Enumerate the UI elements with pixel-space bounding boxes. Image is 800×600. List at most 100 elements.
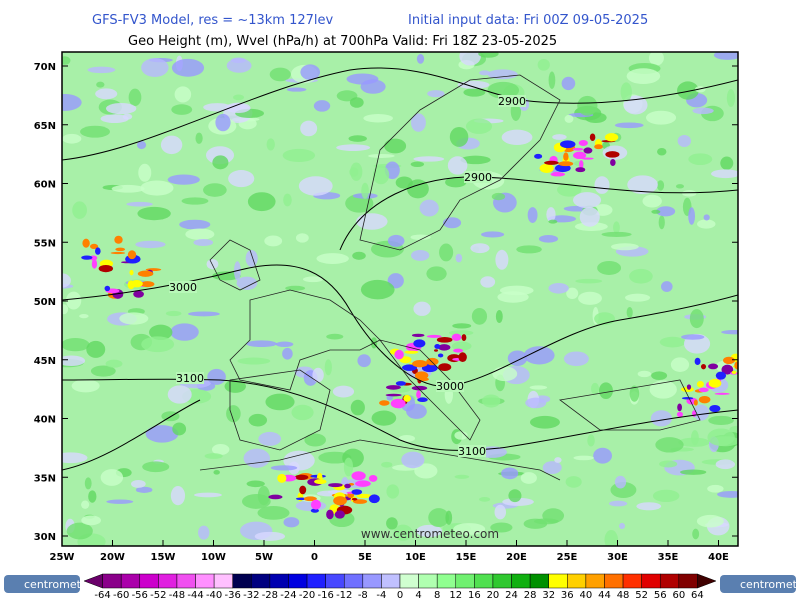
blob [578, 291, 602, 305]
blob [165, 310, 182, 317]
blob [442, 217, 462, 229]
blob [542, 461, 562, 475]
contours [62, 67, 738, 471]
blob [160, 135, 183, 155]
blob [625, 293, 651, 302]
blob [656, 206, 676, 217]
colorbar-box [306, 573, 326, 589]
blob [185, 228, 215, 240]
lon-label: 5E [358, 552, 372, 563]
blob [544, 160, 559, 165]
colorbar-label: -24 [280, 590, 296, 600]
blob [652, 489, 680, 503]
blob [212, 155, 229, 170]
blob [203, 183, 227, 197]
logo-box [4, 575, 80, 593]
blob [62, 304, 69, 315]
blob [82, 238, 90, 248]
blob [360, 79, 386, 94]
colorbar-label: -36 [225, 590, 241, 600]
colorbar-box [659, 573, 680, 589]
blob [282, 347, 293, 360]
blob [332, 385, 355, 398]
contour [62, 67, 738, 161]
blob [693, 399, 698, 406]
blob [226, 58, 252, 73]
blob [677, 81, 699, 100]
blob [295, 500, 327, 512]
blob [385, 393, 402, 397]
blob [141, 336, 175, 353]
blob [453, 523, 486, 535]
colorbar-label: -20 [299, 590, 315, 600]
contour-label: 3000 [169, 281, 197, 294]
blob [490, 522, 513, 533]
blob [534, 153, 543, 159]
colorbar-box [325, 573, 345, 589]
lat-label: 70N [34, 62, 56, 73]
map-background [62, 52, 738, 546]
colorbar-label: 8 [434, 590, 440, 600]
colorbar-box [622, 573, 642, 589]
colorbar-label: 52 [635, 590, 648, 600]
blob [478, 52, 499, 58]
blob [119, 312, 149, 325]
blob [688, 207, 696, 225]
blob [270, 465, 298, 471]
blob [708, 363, 719, 370]
contour-label-bg [458, 445, 486, 457]
colorbar-box [399, 573, 419, 589]
blob [225, 102, 251, 113]
blob [372, 165, 390, 185]
blob [428, 508, 450, 528]
blob [300, 120, 318, 137]
blob [106, 499, 134, 504]
blob [548, 71, 556, 89]
blob [523, 346, 555, 365]
blob [726, 89, 736, 107]
blob [499, 285, 534, 296]
blob [454, 431, 468, 440]
blob [300, 64, 321, 80]
blob [681, 397, 694, 400]
blob [426, 357, 439, 366]
blob [171, 104, 193, 115]
blob [561, 76, 576, 91]
coast [209, 239, 261, 291]
blob [605, 151, 620, 158]
colorbar-box [232, 573, 252, 589]
lon-label: 30E [607, 552, 628, 563]
colorbar-label: 28 [524, 590, 537, 600]
blob [266, 138, 275, 151]
blob [291, 404, 314, 421]
blob [460, 155, 491, 165]
blob [447, 156, 468, 175]
blob [416, 54, 425, 64]
blob [626, 307, 633, 318]
blob [100, 114, 129, 124]
lon-label: 20E [506, 552, 527, 563]
blob [680, 469, 707, 475]
blob [356, 213, 388, 230]
blob [398, 435, 416, 442]
blob [213, 469, 220, 475]
blob [299, 485, 307, 495]
init-title: Initial input data: Fri 00Z 09-05-2025 [408, 13, 648, 28]
blob [495, 309, 503, 323]
blob [312, 367, 324, 383]
blob [449, 126, 469, 147]
blob [336, 144, 371, 151]
blob [626, 68, 661, 85]
colorbar-box [511, 573, 531, 589]
blob [129, 269, 134, 276]
colorbar-label: 32 [542, 590, 555, 600]
contour-label-bg [464, 171, 492, 183]
blob [557, 183, 582, 197]
colorbar-box [455, 573, 475, 589]
blob [516, 245, 542, 254]
blob [80, 125, 110, 138]
blob [140, 281, 155, 288]
blob [659, 460, 678, 468]
colorbar-box [474, 573, 494, 589]
blob [458, 352, 467, 363]
